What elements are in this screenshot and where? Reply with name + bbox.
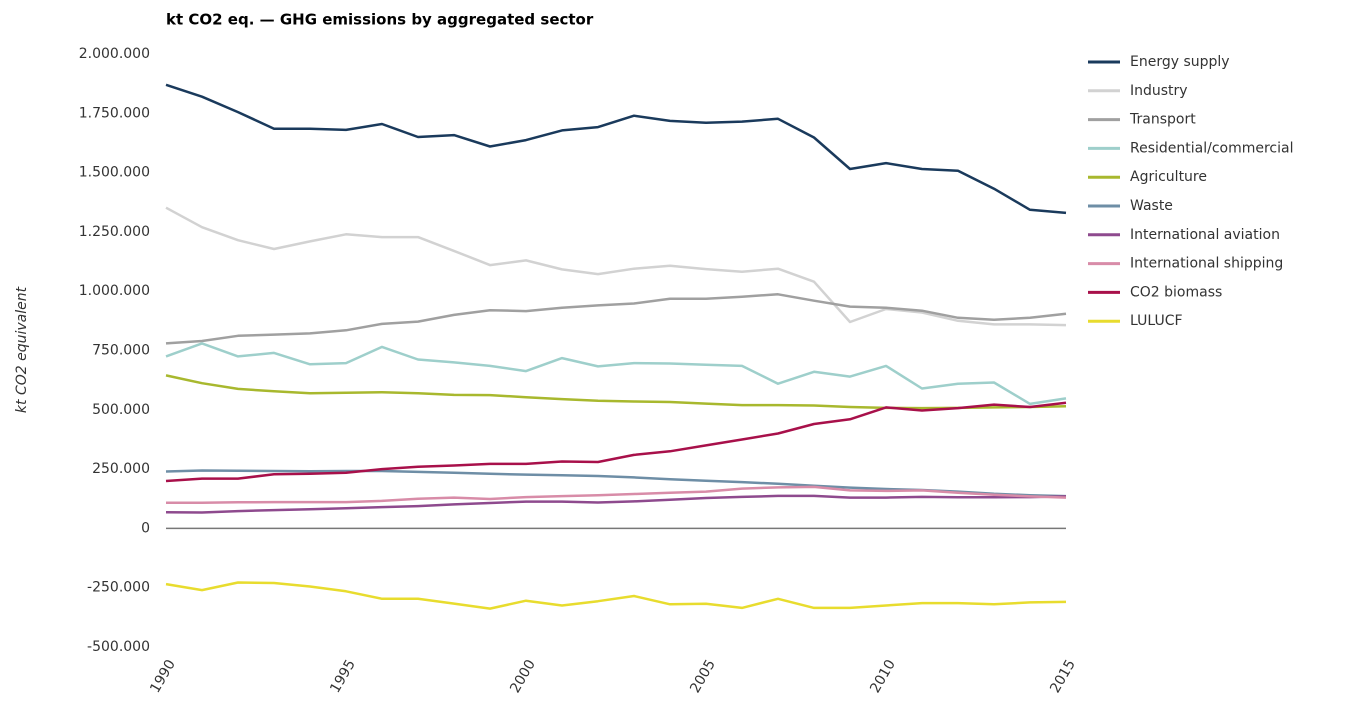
y-tick-label: 1.250.000	[79, 224, 150, 240]
y-tick-label: 250.000	[92, 461, 150, 477]
legend-label: Agriculture	[1130, 169, 1207, 185]
y-tick-label: 500.000	[92, 402, 150, 418]
series-line	[165, 83, 1067, 215]
y-axis-label: kt CO2 equivalent	[14, 286, 30, 413]
x-tick-label: 2015	[1047, 657, 1079, 696]
legend-label: Industry	[1130, 83, 1188, 99]
legend-label: International shipping	[1130, 256, 1283, 272]
series-line	[165, 494, 1067, 514]
y-tick-label: 2.000.000	[79, 46, 150, 62]
legend-label: LULUCF	[1130, 313, 1183, 329]
series-line	[165, 374, 1067, 410]
legend-label: Energy supply	[1130, 54, 1230, 70]
series-line	[166, 485, 1067, 505]
y-tick-label: 750.000	[92, 343, 150, 359]
legend-label: Waste	[1130, 198, 1173, 214]
series-line	[165, 401, 1067, 483]
series-line	[165, 293, 1067, 345]
x-tick-label: 2005	[687, 657, 719, 696]
series-line	[165, 342, 1067, 406]
x-tick-label: 2010	[867, 657, 899, 696]
y-tick-label: -500.000	[87, 639, 150, 655]
y-tick-label: 1.750.000	[79, 105, 150, 121]
legend-label: International aviation	[1130, 227, 1280, 243]
series-line	[165, 581, 1067, 610]
x-tick-label: 1990	[147, 657, 179, 696]
series-line	[165, 206, 1067, 327]
y-tick-label: 1.000.000	[79, 283, 150, 299]
chart-title: kt CO2 eq. — GHG emissions by aggregated…	[166, 11, 594, 29]
legend-label: Transport	[1129, 112, 1196, 128]
x-tick-label: 2000	[507, 657, 539, 696]
x-tick-label: 1995	[327, 657, 359, 696]
y-tick-label: -250.000	[87, 580, 150, 596]
y-tick-label: 0	[141, 520, 150, 536]
y-tick-label: 1.500.000	[79, 165, 150, 181]
legend-label: CO2 biomass	[1130, 284, 1222, 300]
legend-label: Residential/commercial	[1130, 140, 1294, 156]
